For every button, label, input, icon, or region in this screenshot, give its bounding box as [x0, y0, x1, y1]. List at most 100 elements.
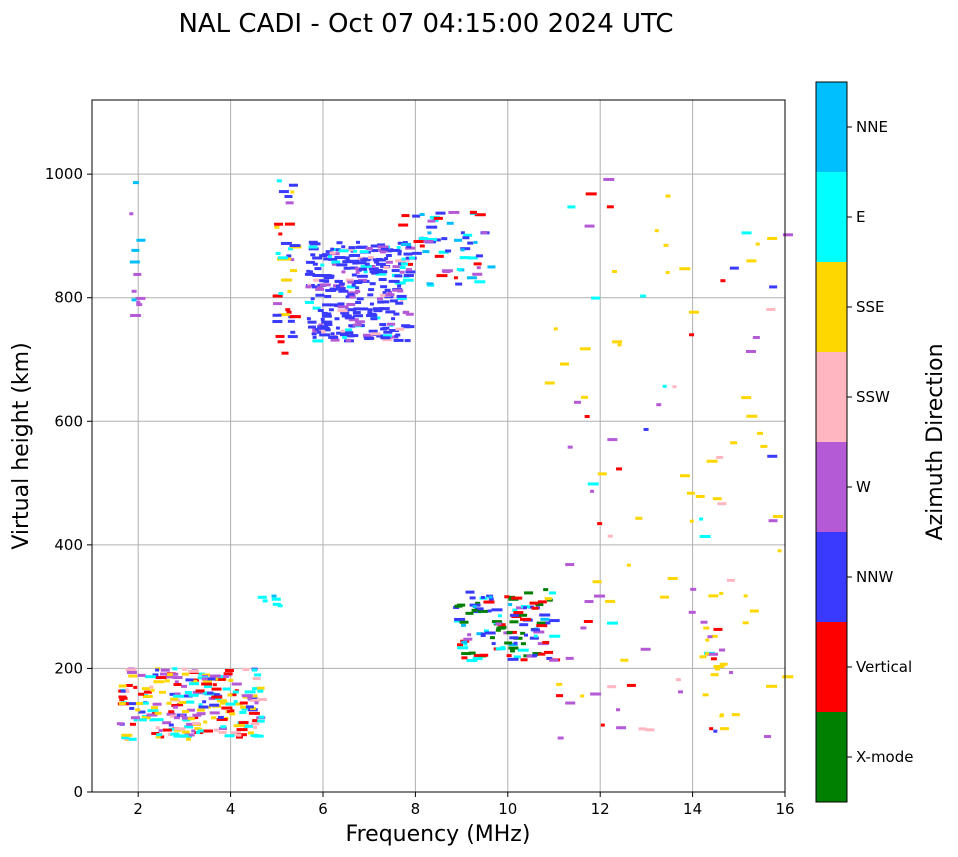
echo-point [375, 272, 387, 276]
echo-point [345, 331, 354, 335]
echo-point [408, 256, 415, 260]
echo-point [355, 286, 360, 290]
echo-point [497, 614, 502, 618]
echo-point [345, 334, 355, 338]
echo-point [130, 313, 142, 317]
echo-point [331, 262, 337, 266]
echo-point [272, 313, 282, 317]
echo-point [382, 326, 390, 330]
echo-point [679, 474, 690, 478]
echo-point [360, 264, 372, 268]
echo-point [310, 297, 315, 301]
echo-point [574, 400, 582, 404]
echo-point [287, 335, 298, 339]
echo-point [135, 296, 146, 300]
y-axis-label: Virtual height (km) [9, 342, 34, 549]
echo-point [729, 266, 739, 270]
echo-point [620, 658, 629, 662]
echo-point [325, 323, 333, 327]
echo-point [324, 328, 331, 332]
echo-point [456, 643, 463, 647]
echo-point [125, 668, 137, 672]
echo-point [320, 317, 325, 321]
echo-point [504, 595, 510, 599]
echo-point [138, 718, 147, 722]
echo-point [372, 307, 384, 311]
echo-point [508, 646, 519, 650]
echo-point [289, 244, 301, 248]
echo-point [587, 482, 599, 486]
colorbar-label: X-mode [856, 748, 913, 766]
echo-point [714, 667, 720, 671]
echo-point [528, 605, 535, 609]
echo-point [584, 224, 595, 228]
echo-point [255, 686, 265, 690]
echo-point [463, 637, 473, 641]
echo-point [321, 311, 328, 315]
echo-point [401, 214, 410, 218]
echo-point [306, 269, 311, 273]
echo-point [201, 682, 213, 686]
echo-point [419, 244, 425, 248]
echo-point [153, 680, 165, 684]
echo-point [749, 609, 759, 613]
echo-point [659, 595, 669, 599]
echo-point [383, 265, 390, 269]
echo-point [511, 596, 523, 600]
echo-point [471, 608, 478, 612]
echo-point [350, 334, 359, 338]
echo-point [170, 672, 179, 676]
echo-point [181, 730, 190, 734]
echo-point [385, 254, 392, 258]
echo-point [719, 662, 728, 666]
echo-point [478, 609, 489, 613]
echo-point [356, 240, 361, 244]
echo-point [327, 255, 332, 259]
echo-point [401, 242, 412, 246]
echo-point [719, 713, 724, 717]
echo-point [188, 693, 199, 697]
data-points [116, 177, 794, 741]
echo-point [544, 650, 554, 654]
echo-point [311, 332, 317, 336]
echo-point [475, 254, 483, 258]
echo-point [170, 697, 179, 701]
echo-point [782, 233, 793, 237]
echo-point [319, 283, 331, 287]
echo-point [605, 599, 616, 603]
echo-point [164, 679, 170, 683]
echo-point [356, 297, 364, 301]
echo-point [460, 231, 465, 235]
echo-point [491, 642, 496, 646]
echo-point [179, 714, 185, 718]
echo-point [395, 301, 404, 305]
echo-point [124, 702, 136, 706]
echo-point [209, 703, 220, 707]
echo-point [712, 497, 722, 501]
echo-point [717, 502, 727, 506]
echo-point [330, 338, 340, 342]
echo-point [290, 258, 295, 262]
echo-point [426, 237, 438, 241]
echo-point [220, 725, 227, 729]
echo-point [202, 700, 207, 704]
echo-point [371, 249, 379, 253]
echo-point [531, 606, 539, 610]
echo-point [278, 313, 290, 317]
echo-point [351, 283, 356, 287]
echo-point [403, 274, 414, 278]
echo-point [445, 249, 452, 253]
echo-point [331, 252, 340, 256]
echo-point [710, 657, 717, 661]
echo-point [210, 716, 216, 720]
echo-point [168, 723, 174, 727]
echo-point [369, 302, 374, 306]
echo-point [128, 737, 137, 741]
colorbar-label: NNE [856, 118, 888, 136]
echo-point [319, 330, 326, 334]
grid-lines [92, 100, 786, 793]
echo-point [353, 314, 364, 318]
echo-point [461, 652, 472, 656]
echo-point [395, 259, 406, 263]
